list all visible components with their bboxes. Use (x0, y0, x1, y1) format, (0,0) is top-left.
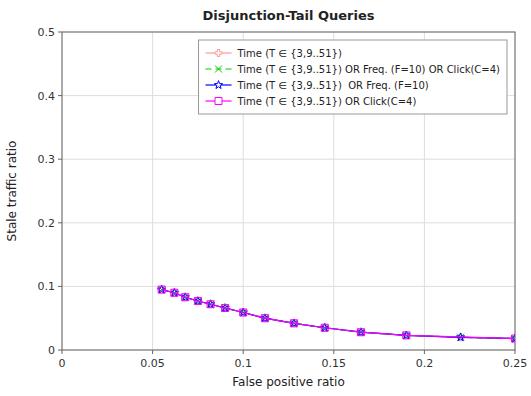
y-grid-line (62, 159, 515, 160)
x-grid-line (152, 32, 153, 350)
x-tick (515, 350, 516, 354)
x-tick (333, 350, 334, 354)
data-point (357, 329, 364, 336)
data-point (512, 335, 516, 342)
data-point (158, 285, 166, 293)
x-tick (152, 350, 153, 354)
y-axis-label: Stale traffic ratio (5, 141, 19, 242)
series-line (162, 290, 515, 339)
y-grid-line (62, 286, 515, 287)
y-tick (58, 222, 62, 223)
x-tick (424, 350, 425, 354)
legend-box (199, 40, 507, 114)
y-tick-label: 0.2 (38, 217, 56, 230)
x-tick-label: 0.2 (416, 357, 434, 370)
legend-marker (215, 66, 222, 73)
x-axis-label: False positive ratio (232, 375, 345, 389)
data-point (222, 305, 229, 312)
grid (62, 32, 515, 350)
data-point (171, 289, 178, 296)
legend-label: Time (T ∈ {3,9..51}) (237, 48, 342, 59)
legend: Time (T ∈ {3,9..51}) Time (T ∈ {3,9..51})… (199, 40, 507, 114)
plot-frame (62, 32, 515, 350)
data-point (207, 301, 214, 308)
x-tick-label: 0 (59, 357, 66, 370)
legend-label: Time (T ∈ {3,9..51}) OR Freq. (F=10) OR … (237, 64, 501, 75)
chart: 0 0.05 0.1 0.15 0.2 0.25 0 0.1 0.2 0.3 0.4 0.5 Disju… (0, 0, 531, 396)
x-tick-label: 0.15 (322, 357, 347, 370)
data-point (403, 332, 410, 339)
x-tick-label: 0.05 (140, 357, 165, 370)
x-tick-label: 0.1 (234, 357, 252, 370)
data-point (321, 324, 328, 331)
y-tick-label: 0.4 (38, 90, 56, 103)
data-point (194, 298, 201, 305)
data-point (290, 320, 297, 327)
series-line (162, 290, 515, 339)
y-tick-label: 0 (48, 344, 55, 357)
y-tick (58, 350, 62, 351)
data-point (261, 315, 268, 322)
legend-label: Time (T ∈ {3,9..51}) OR Freq. (F=10) (237, 80, 429, 91)
data-point (240, 309, 247, 316)
series-line (162, 290, 515, 339)
y-tick-label: 0.1 (38, 280, 56, 293)
y-tick-label: 0.5 (38, 26, 56, 39)
y-tick (58, 32, 62, 33)
title: Disjunction-Tail Queries (203, 8, 375, 23)
series-line (162, 290, 515, 339)
y-tick-label: 0.3 (38, 153, 56, 166)
x-tick (243, 350, 244, 354)
y-grid-line (62, 222, 515, 223)
legend-marker (215, 50, 222, 57)
legend-marker (214, 81, 222, 89)
plot-area (158, 285, 516, 342)
legend-marker (215, 98, 222, 105)
x-tick (62, 350, 63, 354)
y-tick (58, 95, 62, 96)
x-tick-label: 0.25 (503, 357, 528, 370)
data-point (158, 286, 165, 293)
data-point (182, 294, 189, 301)
y-tick (58, 159, 62, 160)
legend-label: Time (T ∈ {3,9..51}) OR Click(C=4) (237, 96, 417, 107)
y-tick (58, 286, 62, 287)
